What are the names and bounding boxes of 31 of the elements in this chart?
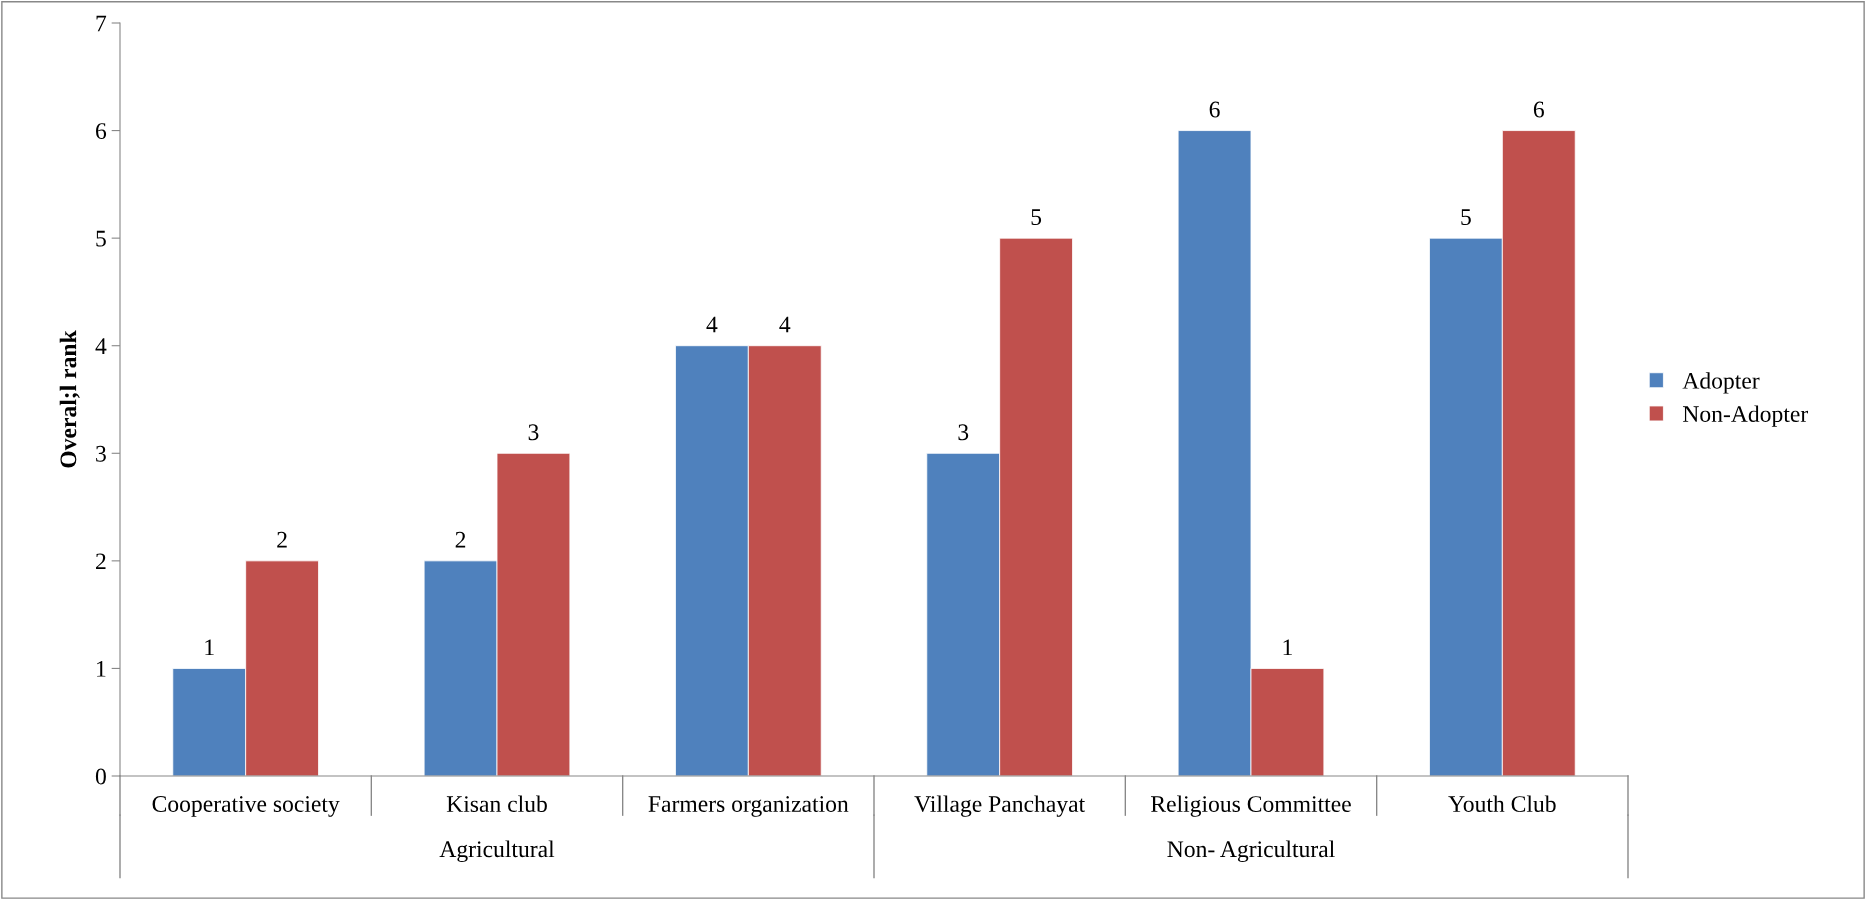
data-label: 6: [1533, 101, 1544, 118]
data-label: 5: [1461, 209, 1471, 226]
data-label: 2: [277, 531, 287, 548]
y-tick-label: 1: [97, 661, 106, 677]
y-tick-label: 3: [96, 445, 106, 462]
y-tick-label: 5: [96, 230, 106, 247]
legend-label: Non-Adopter: [1682, 405, 1808, 427]
data-label: 4: [779, 316, 791, 333]
x-tick-label: Cooperative society: [152, 796, 340, 817]
data-label: 2: [455, 531, 466, 548]
data-label: 1: [1283, 639, 1292, 656]
y-tick-label: 7: [96, 15, 107, 32]
x-tick-label: Kisan club: [446, 795, 547, 813]
y-tick-label: 6: [96, 123, 107, 139]
data-label: 3: [958, 424, 969, 441]
text: Non- Agricultural: [1167, 840, 1335, 863]
y-axis-title: Overal;l rank: [59, 330, 80, 468]
text: Agricultural: [439, 840, 555, 863]
data-label: 3: [528, 424, 539, 441]
x-tick-label: Village Panchayat: [914, 795, 1086, 817]
x-tick-label: Youth Club: [1448, 795, 1556, 813]
legend-label: Adopter: [1682, 372, 1760, 394]
x-tick-label: Religious Committee: [1151, 795, 1351, 817]
x-tick-label: Farmers organization: [648, 796, 849, 817]
y-tick-label: 4: [95, 338, 107, 354]
data-label: 6: [1209, 101, 1220, 118]
data-label: 5: [1031, 209, 1042, 226]
data-label: 1: [205, 639, 214, 656]
y-tick-label: 2: [96, 553, 106, 570]
y-tick-label: 0: [95, 768, 106, 785]
data-label: 4: [706, 316, 718, 333]
